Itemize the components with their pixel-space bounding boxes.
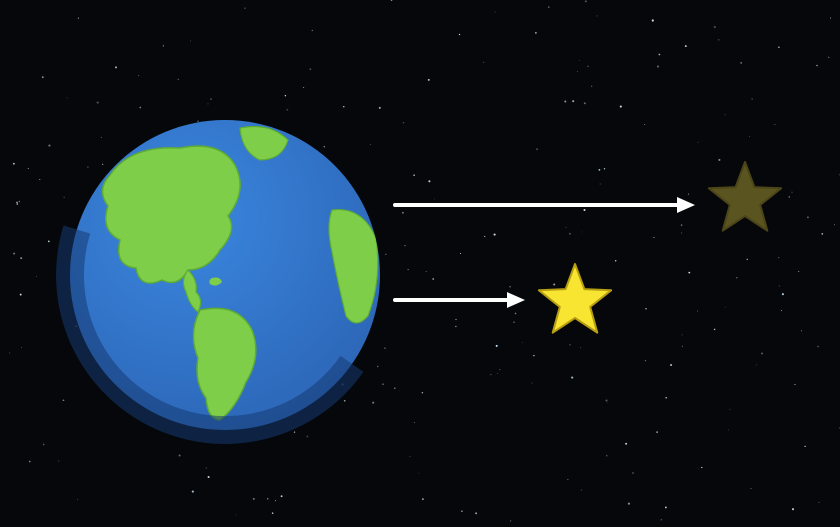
far-dim-star-icon bbox=[709, 162, 781, 231]
star-markers-layer bbox=[0, 0, 840, 527]
near-bright-star-icon bbox=[539, 264, 611, 333]
diagram-stage bbox=[0, 0, 840, 527]
